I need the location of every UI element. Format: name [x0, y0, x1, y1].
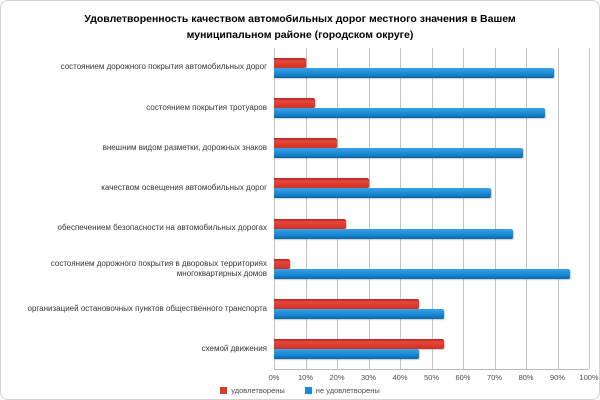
bar-not-satisfied: [274, 107, 545, 118]
legend-item-satisfied: удовлетворены: [220, 386, 285, 395]
legend-label-not-satisfied: не удовлетворены: [315, 386, 380, 396]
gridline: [557, 47, 559, 369]
category-label: организацией остановочных пунктов общест…: [27, 303, 267, 313]
gridline: [463, 47, 464, 369]
category-row: состоянием покрытия тротуаров: [11, 88, 589, 128]
x-axis-tick-label: 40%: [392, 372, 408, 382]
bar-satisfied: [274, 218, 347, 229]
x-axis-tick-label: 80%: [518, 372, 534, 382]
bar-satisfied: [274, 138, 337, 149]
x-axis-tick-label: 30%: [360, 372, 377, 382]
gridline: [526, 47, 527, 369]
x-axis-tick-label: 100%: [579, 372, 599, 382]
category-label: внешним видом разметки, дорожных знаков: [102, 142, 267, 152]
gridline: [274, 47, 275, 369]
bar-not-satisfied: [274, 228, 514, 239]
bar-satisfied: [274, 97, 315, 108]
bar-not-satisfied: [274, 268, 571, 279]
category-label: состоянием дорожного покрытия в дворовых…: [50, 258, 267, 278]
bar-pair: [274, 168, 589, 208]
bar-satisfied: [274, 57, 306, 68]
category-row: организацией остановочных пунктов общест…: [11, 289, 589, 329]
gridline: [494, 47, 496, 369]
category-label: качеством освещения автомобильных дорог: [101, 183, 267, 193]
category-label: схемой движения: [201, 344, 267, 354]
legend-swatch-not-satisfied-icon: [304, 387, 312, 395]
bar-satisfied: [274, 339, 445, 350]
plot-area: состоянием дорожного покрытия автомобиль…: [11, 47, 590, 370]
category-row: состоянием дорожного покрытия в дворовых…: [11, 249, 589, 289]
x-axis-tick-label: 50%: [423, 372, 440, 382]
bar-pair: [274, 249, 589, 289]
bar-pair: [274, 88, 589, 128]
bar-not-satisfied: [274, 309, 445, 320]
x-axis-tick-label: 60%: [455, 372, 471, 382]
gridlines: [274, 47, 590, 370]
category-row: схемой движения: [11, 329, 589, 369]
category-row: внешним видом разметки, дорожных знаков: [11, 128, 589, 168]
x-axis-tick-label: 20%: [329, 372, 345, 382]
category-label: состоянием дорожного покрытия автомобиль…: [60, 62, 267, 72]
gridline: [400, 47, 401, 369]
legend-label-satisfied: удовлетворены: [231, 386, 285, 396]
gridline: [368, 47, 370, 369]
x-axis-tick-label: 0%: [268, 372, 280, 382]
category-row: обеспечением безопасности на автомобильн…: [11, 209, 589, 249]
x-axis-tick-label: 10%: [297, 372, 314, 382]
legend: удовлетворены не удовлетворены: [11, 383, 589, 399]
chart-title: Удовлетворенность качеством автомобильны…: [84, 13, 516, 42]
bar-not-satisfied: [274, 67, 555, 78]
gridline: [431, 47, 433, 369]
legend-item-not-satisfied: не удовлетворены: [304, 386, 380, 396]
legend-swatch-satisfied-icon: [220, 387, 228, 395]
category-label: обеспечением безопасности на автомобильн…: [57, 223, 267, 233]
bar-pair: [274, 128, 589, 168]
category-row: состоянием дорожного покрытия автомобиль…: [11, 48, 589, 88]
bar-satisfied: [274, 178, 369, 189]
gridline: [589, 47, 590, 369]
x-axis-tick-label: 70%: [486, 372, 503, 382]
bar-pair: [274, 329, 589, 369]
gridline: [305, 47, 307, 369]
bar-not-satisfied: [274, 349, 419, 360]
gridline: [337, 47, 338, 369]
bar-not-satisfied: [274, 188, 492, 199]
category-label: состоянием покрытия тротуаров: [146, 102, 267, 112]
category-row: качеством освещения автомобильных дорог: [11, 168, 589, 208]
bar-rows: состоянием дорожного покрытия автомобиль…: [11, 48, 589, 370]
bar-satisfied: [274, 299, 419, 310]
bar-pair: [274, 289, 589, 329]
bar-not-satisfied: [274, 148, 523, 159]
x-axis-tick-label: 90%: [549, 372, 566, 382]
x-axis: 0% 10% 20% 30% 40% 50% 60% 70% 80% 90% 100%: [269, 370, 599, 383]
bar-satisfied: [274, 258, 290, 269]
bar-pair: [274, 48, 589, 88]
bar-pair: [274, 209, 589, 249]
